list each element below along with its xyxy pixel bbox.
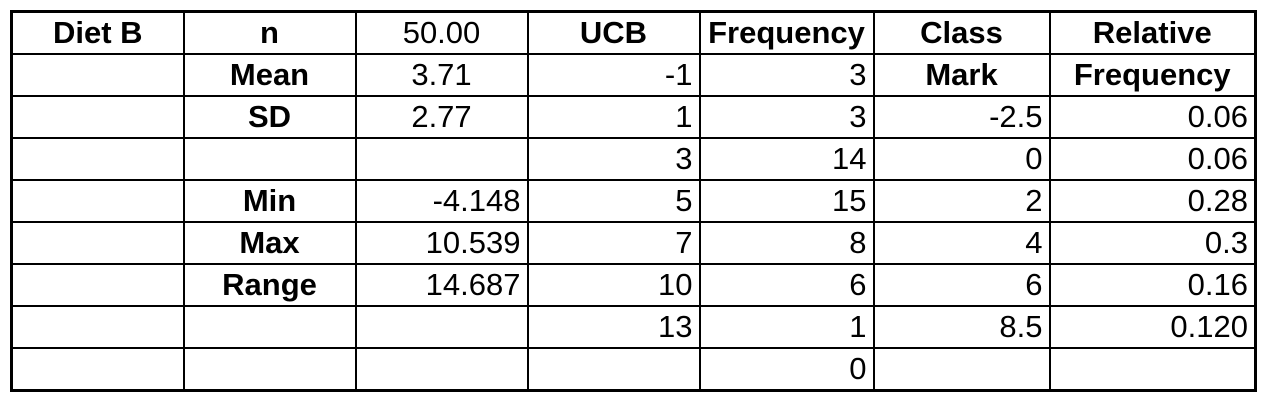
ucb-value-cell[interactable]: -1 [526, 53, 701, 97]
min-value-cell[interactable]: -4.148 [354, 179, 529, 223]
table-row: 0 [10, 347, 1257, 392]
relative-frequency-value-cell[interactable]: 0.06 [1048, 137, 1257, 181]
diet-label-cell[interactable]: Diet B [10, 10, 185, 55]
empty-cell[interactable] [182, 137, 357, 181]
class-mark-header-cell[interactable]: Class [872, 10, 1051, 55]
empty-cell[interactable] [1048, 347, 1257, 392]
ucb-value-cell[interactable]: 1 [526, 95, 701, 139]
mean-label-cell[interactable]: Mean [182, 53, 357, 97]
max-value-cell[interactable]: 10.539 [354, 221, 529, 265]
empty-cell[interactable] [872, 347, 1051, 392]
frequency-value-cell[interactable]: 15 [698, 179, 875, 223]
frequency-value-cell[interactable]: 8 [698, 221, 875, 265]
empty-cell[interactable] [10, 305, 185, 349]
class-mark-value-cell[interactable]: 4 [872, 221, 1051, 265]
empty-cell[interactable] [10, 53, 185, 97]
empty-cell[interactable] [526, 347, 701, 392]
empty-cell[interactable] [10, 221, 185, 265]
frequency-value-cell[interactable]: 0 [698, 347, 875, 392]
max-label-cell[interactable]: Max [182, 221, 357, 265]
sd-value-cell[interactable]: 2.77 [354, 95, 529, 139]
class-mark-header-cell-2[interactable]: Mark [872, 53, 1051, 97]
frequency-value-cell[interactable]: 14 [698, 137, 875, 181]
relative-frequency-value-cell[interactable]: 0.28 [1048, 179, 1257, 223]
relative-frequency-value-cell[interactable]: 0.06 [1048, 95, 1257, 139]
range-label-cell[interactable]: Range [182, 263, 357, 307]
table-row: Max 10.539 7 8 4 0.3 [10, 221, 1257, 265]
frequency-value-cell[interactable]: 3 [698, 53, 875, 97]
empty-cell[interactable] [354, 347, 529, 392]
empty-cell[interactable] [10, 137, 185, 181]
ucb-value-cell[interactable]: 5 [526, 179, 701, 223]
class-mark-value-cell[interactable]: 0 [872, 137, 1051, 181]
sd-label-cell[interactable]: SD [182, 95, 357, 139]
frequency-value-cell[interactable]: 6 [698, 263, 875, 307]
n-label-cell[interactable]: n [182, 10, 357, 55]
ucb-value-cell[interactable]: 7 [526, 221, 701, 265]
diet-b-frequency-table: Diet B n 50.00 UCB Frequency Class Relat… [10, 10, 1257, 392]
frequency-value-cell[interactable]: 3 [698, 95, 875, 139]
relative-frequency-value-cell[interactable]: 0.120 [1048, 305, 1257, 349]
empty-cell[interactable] [182, 347, 357, 392]
relative-frequency-header-cell[interactable]: Relative [1048, 10, 1257, 55]
min-label-cell[interactable]: Min [182, 179, 357, 223]
table-row: Diet B n 50.00 UCB Frequency Class Relat… [10, 10, 1257, 55]
empty-cell[interactable] [354, 137, 529, 181]
mean-value-cell[interactable]: 3.71 [354, 53, 529, 97]
range-value-cell[interactable]: 14.687 [354, 263, 529, 307]
table-row: Range 14.687 10 6 6 0.16 [10, 263, 1257, 307]
ucb-value-cell[interactable]: 10 [526, 263, 701, 307]
class-mark-value-cell[interactable]: 2 [872, 179, 1051, 223]
frequency-value-cell[interactable]: 1 [698, 305, 875, 349]
table-row: SD 2.77 1 3 -2.5 0.06 [10, 95, 1257, 139]
n-value-cell[interactable]: 50.00 [354, 10, 529, 55]
class-mark-value-cell[interactable]: -2.5 [872, 95, 1051, 139]
empty-cell[interactable] [354, 305, 529, 349]
class-mark-value-cell[interactable]: 6 [872, 263, 1051, 307]
ucb-header-cell[interactable]: UCB [526, 10, 701, 55]
empty-cell[interactable] [10, 95, 185, 139]
frequency-header-cell[interactable]: Frequency [698, 10, 875, 55]
class-mark-value-cell[interactable]: 8.5 [872, 305, 1051, 349]
relative-frequency-value-cell[interactable]: 0.16 [1048, 263, 1257, 307]
table-row: Min -4.148 5 15 2 0.28 [10, 179, 1257, 223]
ucb-value-cell[interactable]: 13 [526, 305, 701, 349]
table-row: 3 14 0 0.06 [10, 137, 1257, 181]
table-row: 13 1 8.5 0.120 [10, 305, 1257, 349]
empty-cell[interactable] [182, 305, 357, 349]
empty-cell[interactable] [10, 263, 185, 307]
ucb-value-cell[interactable]: 3 [526, 137, 701, 181]
relative-frequency-value-cell[interactable]: 0.3 [1048, 221, 1257, 265]
empty-cell[interactable] [10, 347, 185, 392]
empty-cell[interactable] [10, 179, 185, 223]
relative-frequency-header-cell-2[interactable]: Frequency [1048, 53, 1257, 97]
table-row: Mean 3.71 -1 3 Mark Frequency [10, 53, 1257, 97]
